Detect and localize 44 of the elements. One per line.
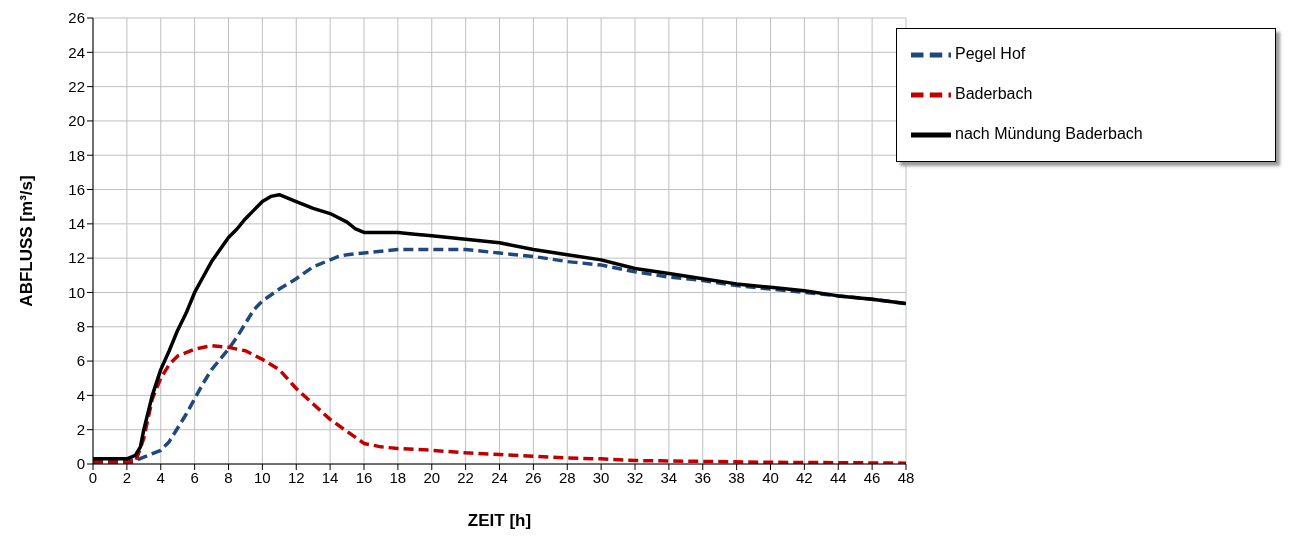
x-tick-label: 16 <box>355 468 373 486</box>
x-tick-label: 32 <box>626 468 644 486</box>
y-tick-label: 0 <box>76 455 85 473</box>
x-tick-label: 8 <box>224 468 233 486</box>
legend-label: nach Mündung Baderbach <box>955 125 1143 143</box>
x-tick-label: 6 <box>190 468 199 486</box>
y-tick-label: 14 <box>68 215 85 233</box>
x-tick-label: 2 <box>122 468 132 486</box>
y-tick-label: 4 <box>76 386 85 404</box>
x-tick-label: 36 <box>694 468 712 486</box>
y-tick-label: 22 <box>68 77 85 95</box>
y-tick-label: 8 <box>76 318 85 336</box>
x-tick-label: 34 <box>660 468 678 486</box>
y-tick-label: 6 <box>76 352 85 370</box>
x-tick-label: 4 <box>156 468 165 486</box>
legend-label: Baderbach <box>955 85 1033 103</box>
x-tick-label: 26 <box>525 468 542 486</box>
x-tick-label: 22 <box>457 468 474 486</box>
x-tick-label: 10 <box>254 468 271 486</box>
x-tick-label: 30 <box>592 468 610 486</box>
x-tick-label: 40 <box>762 468 779 486</box>
y-tick-label: 12 <box>68 249 85 267</box>
x-tick-label: 28 <box>558 468 576 486</box>
x-tick-label: 14 <box>321 468 339 486</box>
x-tick-label: 20 <box>423 468 441 486</box>
legend-label: Pegel Hof <box>955 45 1026 63</box>
y-tick-label: 10 <box>68 283 85 301</box>
x-tick-label: 12 <box>287 468 305 486</box>
x-tick-label: 24 <box>491 468 508 486</box>
y-axis-title: ABFLUSS [m³/s] <box>17 175 37 307</box>
y-tick-label: 24 <box>68 43 85 61</box>
y-tick-label: 16 <box>68 180 85 198</box>
x-tick-label: 44 <box>829 468 847 486</box>
y-tick-label: 20 <box>68 112 85 130</box>
x-tick-label: 46 <box>863 468 881 486</box>
x-tick-label: 38 <box>728 468 745 486</box>
x-tick-label: 0 <box>88 468 98 486</box>
y-tick-label: 2 <box>76 421 85 439</box>
x-tick-label: 48 <box>897 468 915 486</box>
x-axis-title: ZEIT [h] <box>467 511 532 530</box>
x-tick-label: 42 <box>796 468 813 486</box>
y-tick-label: 18 <box>68 146 85 164</box>
y-tick-label: 26 <box>68 9 85 27</box>
x-tick-label: 18 <box>389 468 407 486</box>
